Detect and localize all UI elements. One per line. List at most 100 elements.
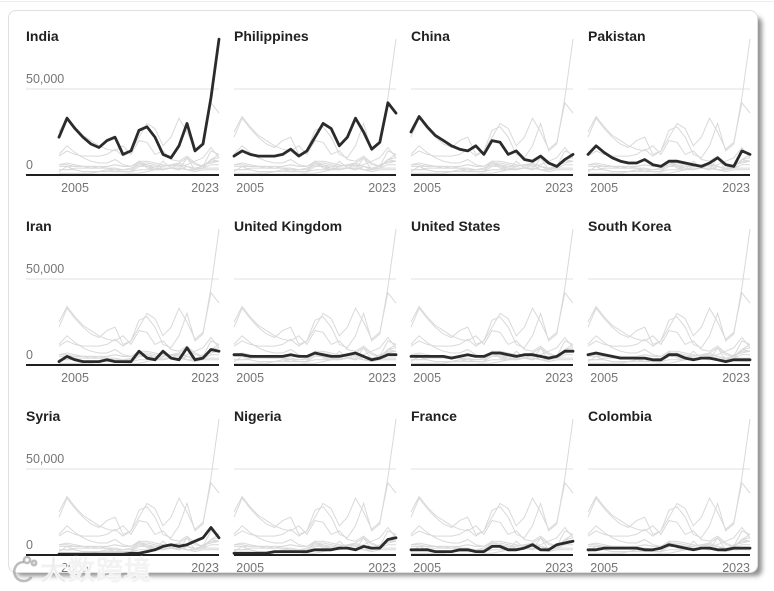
- line-chart: 2005 2023: [232, 39, 398, 195]
- x-tick-2005: 2005: [236, 181, 264, 195]
- line-chart: 2005 2023: [586, 39, 752, 195]
- context-line-philippines: [58, 291, 220, 347]
- focus-line-pakistan: [586, 144, 752, 168]
- panel-china: China 2005 2023: [409, 23, 575, 213]
- panel-title: Pakistan: [588, 28, 646, 44]
- x-tick-2005: 2005: [236, 371, 264, 385]
- context-line-india: [233, 419, 397, 539]
- context-line-india: [58, 419, 220, 539]
- context-line-china: [410, 495, 574, 547]
- context-line-india: [410, 39, 574, 159]
- context-line-philippines: [587, 101, 751, 157]
- context-line-philippines: [587, 481, 751, 537]
- y-tick-0: 0: [26, 158, 33, 172]
- context-line-nigeria: [411, 157, 574, 174]
- context-line-china: [410, 305, 574, 357]
- x-tick-2005: 2005: [413, 181, 441, 195]
- context-line-china: [233, 495, 397, 547]
- panel-title: Iran: [26, 218, 52, 234]
- panel-syria: Syria 50,000 0 2005 2023: [26, 403, 221, 573]
- context-line-india: [233, 39, 397, 159]
- context-line-nigeria: [411, 537, 574, 554]
- context-line-colombia: [234, 544, 396, 551]
- x-tick-2005: 2005: [61, 561, 89, 573]
- focus-line-south-korea: [586, 351, 752, 364]
- panel-title: Syria: [26, 408, 61, 424]
- panel-france: France 2005 2023: [409, 403, 575, 573]
- focus-line-china: [409, 115, 575, 168]
- panel-south-korea: South Korea 2005 2023: [586, 213, 752, 403]
- context-line-india: [410, 419, 574, 539]
- focus-line-colombia: [586, 543, 752, 552]
- line-chart: 2005 2023: [409, 39, 575, 195]
- focus-line-philippines: [232, 101, 398, 158]
- y-tick-50000: 50,000: [26, 262, 64, 276]
- panel-title: Nigeria: [234, 408, 282, 424]
- line-chart: 2005 2023: [232, 229, 398, 385]
- panel-title: China: [411, 28, 450, 44]
- context-line-nigeria: [588, 537, 751, 554]
- panel-title: France: [411, 408, 457, 424]
- context-line-philippines: [58, 481, 220, 537]
- context-line-china: [587, 305, 751, 357]
- context-line-china: [233, 305, 397, 357]
- x-tick-2023: 2023: [191, 371, 219, 385]
- context-line-colombia: [59, 164, 219, 171]
- x-tick-2023: 2023: [545, 561, 573, 573]
- context-line-india: [587, 39, 751, 159]
- context-line-philippines: [233, 481, 397, 537]
- x-tick-2023: 2023: [191, 561, 219, 573]
- context-line-china: [58, 495, 220, 547]
- x-tick-2023: 2023: [722, 371, 750, 385]
- context-line-philippines: [233, 291, 397, 347]
- x-tick-2023: 2023: [368, 561, 396, 573]
- panel-iran: Iran 50,000 0 2005 2023: [26, 213, 221, 403]
- x-tick-2005: 2005: [61, 371, 89, 385]
- focus-line-india: [57, 37, 221, 160]
- panel-title: South Korea: [588, 218, 672, 234]
- panel-india: India 50,000 0 2005 2023: [26, 23, 221, 213]
- x-tick-2005: 2005: [236, 561, 264, 573]
- context-line-philippines: [410, 481, 574, 537]
- panel-title: Philippines: [234, 28, 309, 44]
- panel-united-states: United States 2005 2023: [409, 213, 575, 403]
- focus-line-iran: [57, 346, 221, 364]
- top-divider-line: [0, 1, 774, 2]
- line-chart: 2005 2023: [586, 419, 752, 573]
- panels-grid: India 50,000 0 2005 2023 Philippines 2005 2023 C…: [9, 11, 757, 573]
- context-line-colombia: [411, 354, 573, 361]
- x-tick-2005: 2005: [590, 181, 618, 195]
- focus-line-united-states: [409, 349, 575, 360]
- context-line-india: [233, 229, 397, 349]
- focus-line-france: [409, 539, 575, 554]
- context-line-india: [587, 419, 751, 539]
- x-tick-2005: 2005: [590, 371, 618, 385]
- line-chart: 2005 2023: [409, 419, 575, 573]
- panel-nigeria: Nigeria 2005 2023: [232, 403, 398, 573]
- line-chart: 50,000 0 2005 2023: [26, 419, 221, 573]
- x-tick-2023: 2023: [191, 181, 219, 195]
- context-line-philippines: [410, 101, 574, 157]
- context-line-philippines: [410, 291, 574, 347]
- x-tick-2005: 2005: [413, 561, 441, 573]
- x-tick-2023: 2023: [368, 181, 396, 195]
- x-tick-2023: 2023: [545, 371, 573, 385]
- x-tick-2023: 2023: [368, 371, 396, 385]
- panel-united-kingdom: United Kingdom 2005 2023: [232, 213, 398, 403]
- x-tick-2023: 2023: [722, 561, 750, 573]
- context-line-colombia: [59, 544, 219, 551]
- panel-title: United States: [411, 218, 501, 234]
- panel-philippines: Philippines 2005 2023: [232, 23, 398, 213]
- context-line-colombia: [588, 164, 750, 171]
- context-line-china: [587, 495, 751, 547]
- line-chart: 50,000 0 2005 2023: [26, 229, 221, 385]
- context-line-philippines: [587, 291, 751, 347]
- line-chart: 50,000 0 2005 2023: [26, 37, 221, 195]
- panel-title: United Kingdom: [234, 218, 343, 234]
- context-line-nigeria: [234, 157, 397, 174]
- panel-title: India: [26, 28, 59, 44]
- x-tick-2005: 2005: [61, 181, 89, 195]
- y-tick-50000: 50,000: [26, 452, 64, 466]
- context-line-colombia: [59, 354, 219, 361]
- line-chart: 2005 2023: [409, 229, 575, 385]
